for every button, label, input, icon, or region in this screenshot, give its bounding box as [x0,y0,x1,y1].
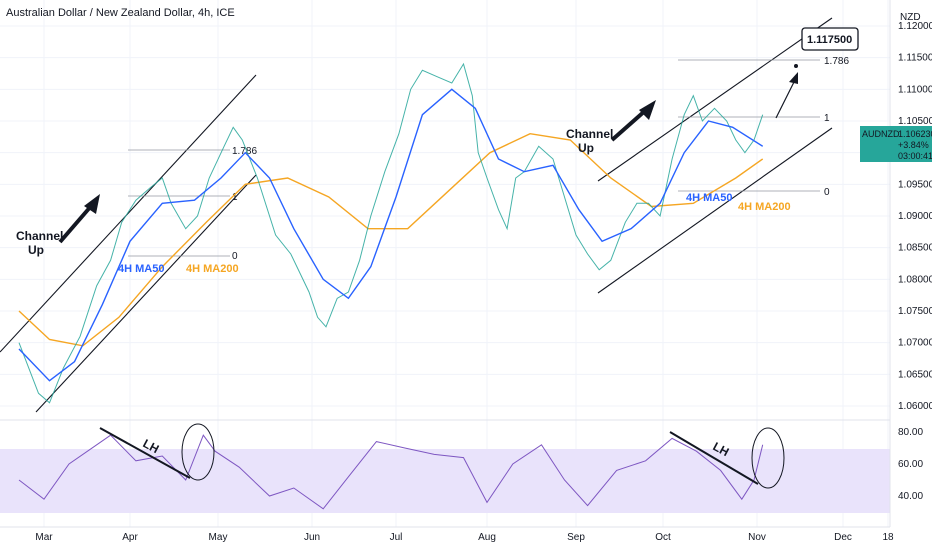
price-label-box [860,126,932,162]
time-tick-label: Oct [655,532,671,543]
right-channel-lower [597,127,833,294]
channel-left-label: Channel Up [16,229,63,257]
fib-left-1786-label: 1.786 [232,146,257,157]
price-label-change: +3.84% [898,140,929,150]
left-arrow-shaft [58,203,94,244]
rsi-tick-label: 40.00 [898,491,923,502]
fib-left-1-label: 1 [232,192,238,203]
lh-right-circle [751,427,785,489]
price-series-group [18,62,764,510]
time-tick-label: Jun [304,532,320,543]
rsi-ticks: 80.00 60.00 40.00 [898,427,923,502]
price-tick-label: 1.075000 [898,306,932,317]
target-arrow-head [789,72,798,84]
price-tick-label: 1.115000 [898,53,932,64]
time-tick-label: Aug [478,532,496,543]
fib-levels [128,59,820,257]
chart-title: Australian Dollar / New Zealand Dollar, … [6,7,235,19]
price-tick-label: 1.060000 [898,401,932,412]
time-tick-label: Mar [35,532,53,543]
fib-right-1786-label: 1.786 [824,56,849,67]
target-arrow-shaft [775,79,796,119]
lh-left-line [99,427,191,479]
target-callout[interactable]: 1.117500 [794,27,859,68]
right-arrow-head [639,100,656,120]
time-tick-label: May [209,532,228,543]
price-tick-label: 1.065000 [898,369,932,380]
lh-left-label: LH [141,436,162,456]
price-tick-label: 1.105000 [898,116,932,127]
ma50-right-label: 4H MA50 [686,192,732,204]
grid-lines [0,0,890,527]
price-axis[interactable] [890,0,932,550]
price-tick-label: 1.080000 [898,274,932,285]
price-tick-label: 1.120000 [898,21,932,32]
price-tick-label: 1.095000 [898,179,932,190]
right-channel-upper [597,17,833,182]
ma50-line [18,88,764,382]
time-tick-label: Sep [567,532,585,543]
time-tick-label: Apr [122,532,138,543]
left-arrow-head [84,194,100,214]
target-point [794,64,798,68]
price-tick-label: 1.085000 [898,243,932,254]
time-tick-label: Dec [834,532,852,543]
time-tick-label: Jul [390,532,403,543]
rsi-line [18,434,764,510]
channel-lines [0,17,833,413]
channel-right-label: Channel Up [566,127,613,155]
time-ticks: Mar Apr May Jun Jul Aug Sep Oct Nov Dec 18 [35,532,894,543]
ma200-line [18,132,764,347]
left-channel-lower [35,174,257,413]
lh-right-line [669,431,759,485]
price-label-symbol: AUDNZD [862,129,900,139]
trend-arrows [58,72,798,244]
price-tick-label: 1.090000 [898,211,932,222]
time-tick-label: 18 [882,532,894,543]
target-value: 1.117500 [807,34,852,46]
current-price-label: AUDNZD 1.106230 +3.84% 03:00:41 [860,126,932,162]
rsi-band [0,449,890,513]
time-tick-label: Nov [748,532,766,543]
lh-markers [99,423,785,489]
price-label-countdown: 03:00:41 [898,151,932,161]
price-label-price: 1.106230 [898,129,932,139]
fib-left-0-label: 0 [232,251,238,262]
price-tick-label: 1.070000 [898,338,932,349]
left-channel-upper [0,74,257,353]
lh-right-label: LH [711,439,732,459]
rsi-tick-label: 80.00 [898,427,923,438]
right-arrow-shaft [610,108,648,142]
price-tick-label: 1.110000 [898,84,932,95]
price-line [18,62,764,404]
fib-right-1-label: 1 [824,113,830,124]
target-box[interactable] [801,27,859,51]
ma50-left-label: 4H MA50 [118,263,164,275]
currency-label: NZD [900,12,921,23]
ma200-right-label: 4H MA200 [738,201,791,213]
fib-right-0-label: 0 [824,187,830,198]
lh-left-circle [181,423,215,481]
rsi-tick-label: 60.00 [898,459,923,470]
ma200-left-label: 4H MA200 [186,263,239,275]
